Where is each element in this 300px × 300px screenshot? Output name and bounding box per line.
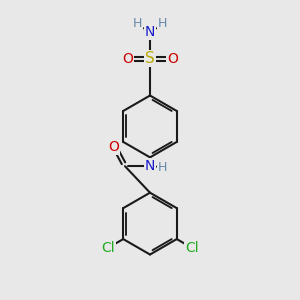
Text: Cl: Cl bbox=[185, 241, 199, 255]
Text: S: S bbox=[145, 51, 155, 66]
Text: H: H bbox=[133, 17, 142, 31]
Text: O: O bbox=[122, 52, 133, 66]
Text: N: N bbox=[145, 25, 155, 39]
Text: Cl: Cl bbox=[101, 241, 115, 255]
Text: N: N bbox=[145, 159, 155, 173]
Text: H: H bbox=[158, 17, 167, 31]
Text: H: H bbox=[158, 161, 167, 174]
Text: O: O bbox=[167, 52, 178, 66]
Text: O: O bbox=[108, 140, 119, 154]
